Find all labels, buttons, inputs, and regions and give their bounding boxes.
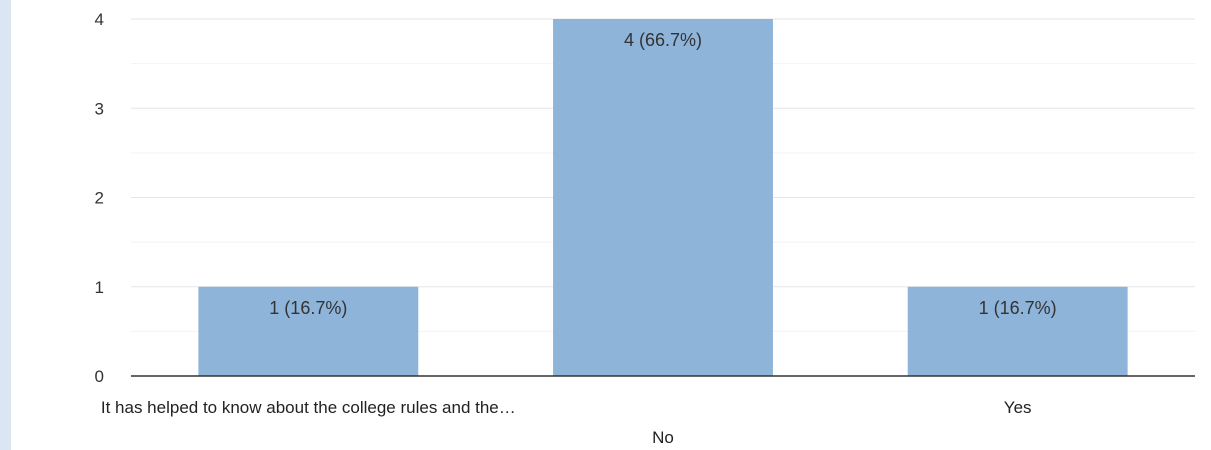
bar — [907, 286, 1128, 376]
x-category-label: No — [652, 428, 674, 447]
bar-data-label: 1 (16.7%) — [979, 298, 1057, 318]
bar-data-label: 1 (16.7%) — [269, 298, 347, 318]
y-tick-label: 3 — [95, 99, 104, 118]
y-tick-label: 1 — [95, 278, 104, 297]
category-labels: It has helped to know about the college … — [101, 398, 1032, 447]
side-strip — [0, 0, 11, 450]
bar — [553, 19, 773, 376]
bar — [198, 286, 419, 376]
x-category-label: Yes — [1004, 398, 1032, 417]
y-tick-label: 0 — [95, 367, 104, 386]
y-tick-label: 4 — [95, 10, 104, 29]
bars — [198, 19, 1128, 376]
x-category-label: It has helped to know about the college … — [101, 398, 516, 417]
y-tick-label: 2 — [95, 189, 104, 208]
y-axis-ticks: 0 1 2 3 4 — [95, 10, 104, 386]
bar-data-label: 4 (66.7%) — [624, 30, 702, 50]
bar-data-labels: 1 (16.7%) 4 (66.7%) 1 (16.7%) — [269, 30, 1056, 318]
